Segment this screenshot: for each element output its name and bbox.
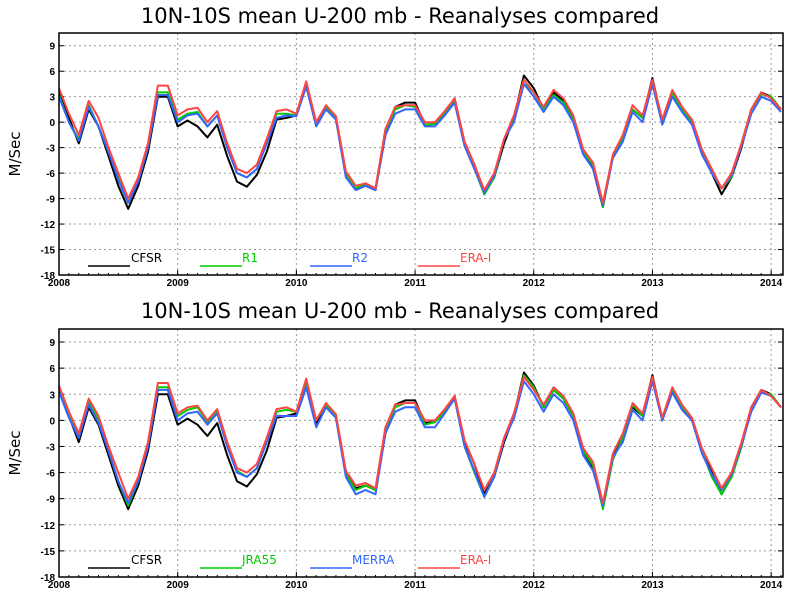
plot-frame (58, 32, 784, 276)
x-tick-label: 2010 (285, 580, 308, 591)
x-tick-label: 2010 (285, 278, 308, 289)
series-line-era-i (59, 375, 782, 504)
y-tick-label: -3 (46, 442, 55, 453)
legend-label: R2 (352, 251, 368, 265)
y-tick-label: -12 (41, 220, 56, 231)
series-lines (59, 371, 782, 511)
x-tick-label: 2011 (404, 278, 426, 289)
x-tick-label: 2014 (760, 580, 783, 591)
x-tick-label: 2013 (641, 580, 664, 591)
series-line-r2 (59, 82, 782, 207)
legend: CFSR R1 R2 ERA-I (88, 251, 491, 267)
y-tick-label: -9 (46, 495, 55, 506)
series-line-era-i (59, 78, 782, 204)
y-tick-label: 9 (49, 338, 55, 349)
y-tick-label: -6 (46, 469, 55, 480)
legend-label: MERRA (352, 553, 395, 567)
x-tick-label: 2012 (523, 580, 546, 591)
plot-frame (58, 328, 784, 578)
legend-label: ERA-I (460, 553, 491, 567)
y-tick-label: 9 (49, 42, 55, 53)
legend-label: JRA55 (241, 553, 277, 567)
y-tick-label: -18 (41, 573, 56, 584)
chart-panel-2: 10N-10S mean U-200 mb - Reanalyses compa… (6, 299, 784, 591)
legend-label: ERA-I (460, 251, 491, 265)
y-axis-label: M/Sec (6, 132, 24, 177)
x-tick-label: 2014 (760, 278, 783, 289)
y-tick-label: -15 (41, 547, 56, 558)
series-lines (59, 74, 782, 210)
x-tick-label: 2013 (641, 278, 664, 289)
chart-title: 10N-10S mean U-200 mb - Reanalyses compa… (141, 4, 659, 28)
legend-label: R1 (242, 251, 258, 265)
y-tick-label: 0 (49, 416, 55, 427)
y-tick-label: -18 (41, 271, 56, 282)
chart-title: 10N-10S mean U-200 mb - Reanalyses compa… (141, 299, 659, 323)
x-tick-label: 2008 (48, 278, 71, 289)
x-tick-label: 2011 (404, 580, 426, 591)
x-tick-label: 2012 (523, 278, 546, 289)
y-tick-label: -3 (46, 144, 55, 155)
y-tick-label: -15 (41, 246, 56, 257)
legend: CFSR JRA55 MERRA ERA-I (88, 553, 491, 569)
series-line-merra (59, 380, 782, 507)
y-tick-label: 6 (49, 364, 55, 375)
chart-panel-1: 10N-10S mean U-200 mb - Reanalyses compa… (6, 4, 784, 289)
x-tick-label: 2009 (167, 278, 190, 289)
y-tick-label: -6 (46, 169, 55, 180)
y-tick-label: -9 (46, 195, 55, 206)
x-tick-label: 2008 (48, 580, 71, 591)
y-tick-label: 3 (49, 390, 55, 401)
series-line-r1 (59, 82, 782, 209)
y-tick-label: 3 (49, 93, 55, 104)
y-tick-label: 0 (49, 118, 55, 129)
y-tick-label: -12 (41, 521, 56, 532)
y-axis-label: M/Sec (6, 431, 24, 476)
legend-label: CFSR (131, 553, 162, 567)
legend-label: CFSR (131, 251, 162, 265)
y-tick-label: 6 (49, 67, 55, 78)
x-tick-label: 2009 (167, 580, 190, 591)
